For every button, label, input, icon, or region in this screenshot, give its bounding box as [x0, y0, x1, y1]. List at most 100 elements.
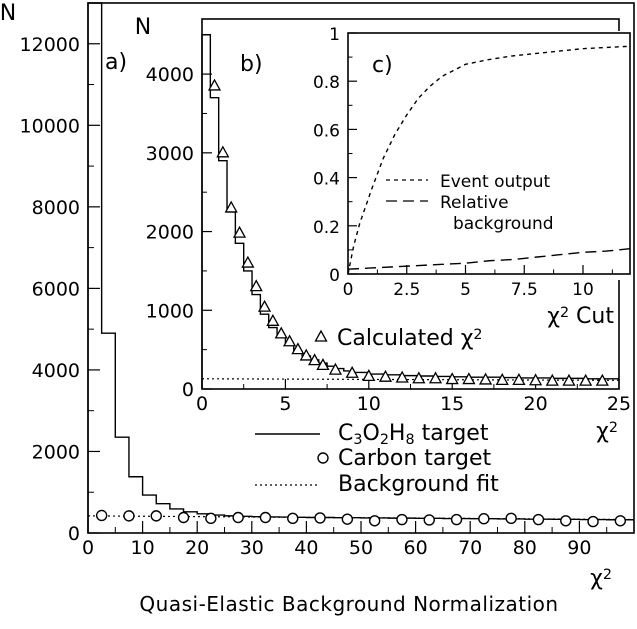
- panel-c-y-tick-label: 0.4: [313, 170, 340, 190]
- panel-b-x-tick-label: 5: [279, 393, 291, 415]
- panel-b-x-tick-label: 0: [196, 393, 208, 415]
- panel-c-y-tick-label: 1: [329, 25, 340, 45]
- panel-a-x-tick-label: 10: [131, 537, 155, 559]
- panel-b-calculated-point: [307, 353, 322, 366]
- panel-b-calculated-point: [257, 299, 272, 312]
- panel-a-carbon-point: [478, 513, 490, 525]
- legend-label: Background fit: [338, 472, 499, 497]
- panel-a-y-tick-label: 10000: [20, 115, 80, 137]
- panel-b-calculated-point: [282, 334, 297, 347]
- panel-a-y-tick-label: 4000: [32, 360, 80, 382]
- panel-c-x-tick-label: 5: [460, 280, 471, 300]
- panel-a-x-tick-label: 90: [567, 537, 591, 559]
- panel-a-carbon-point: [614, 515, 627, 527]
- legend-label-line-2: background: [453, 214, 554, 234]
- panel-a-carbon-point: [341, 513, 354, 525]
- panel-a-y-axis-label: N: [0, 1, 16, 26]
- panel-a-carbon-point: [314, 512, 326, 524]
- panel-b-calculated-point: [512, 372, 526, 385]
- panel-b-x-tick-label: 20: [524, 393, 548, 415]
- panel-a-carbon-point: [560, 515, 572, 527]
- panel-a-y-tick-label: 12000: [20, 34, 80, 56]
- panel-b-x-tick-label: 10: [357, 393, 381, 415]
- panel-c-x-tick-label: 2.5: [393, 280, 420, 300]
- legend-triangle-swatch: [314, 329, 328, 342]
- panel-a-carbon-point: [505, 512, 517, 525]
- panel-a-x-tick-label: 30: [240, 537, 264, 559]
- panel-b-x-axis-label: χ2: [596, 419, 618, 444]
- legend-label: Carbon target: [338, 446, 492, 471]
- figure-caption: Quasi-Elastic Background Normalization: [139, 592, 558, 616]
- legend-label: Event output: [440, 172, 551, 192]
- panel-b-calculated-point: [545, 373, 559, 386]
- panel-b-calculated-point: [495, 372, 509, 385]
- panel-a-carbon-point: [587, 515, 599, 528]
- panel-a-y-tick-label: 0: [68, 523, 80, 545]
- panel-b-calculated-point: [224, 200, 238, 213]
- panel-b-calculated-point: [241, 255, 255, 268]
- panel-a-y-tick-label: 6000: [32, 278, 80, 300]
- panel-b-calculated-point: [478, 372, 493, 385]
- panel-b-x-tick-label: 15: [440, 393, 464, 415]
- panel-a-carbon-point: [532, 513, 545, 526]
- panel-c-event-output-line: [347, 45, 631, 275]
- panel-a-x-tick-label: 60: [404, 537, 428, 559]
- panel-c-y-tick-label: 0.2: [313, 218, 340, 238]
- legend-label: Calculated χ2: [337, 326, 483, 351]
- panel-b-calculated-point: [395, 370, 409, 383]
- panel-a-carbon-point: [368, 515, 381, 527]
- legend-label-line-1: Relative: [440, 193, 509, 213]
- legend-circle-swatch: [317, 452, 329, 464]
- panel-b-y-tick-label: 4000: [146, 64, 194, 86]
- panel-b-calculated-point: [232, 225, 247, 238]
- panel-a-y-tick-label: 8000: [32, 197, 80, 219]
- panel-b-calculated-point: [216, 145, 230, 158]
- panel-b-calculated-point: [291, 342, 305, 355]
- panel-c-x-tick-label: 0: [343, 280, 354, 300]
- panel-b-x-tick-label: 25: [607, 393, 631, 415]
- panel-a-x-tick-label: 70: [458, 537, 482, 559]
- panel-c: 0 2.5 5 7.5 10 0 0.2 0.4 0.6 0.8 1 χ2 Cut c) Event ou…: [313, 25, 632, 329]
- panel-b-calculated-point: [266, 313, 280, 326]
- panel-a-carbon-point: [205, 512, 217, 525]
- panel-a-x-axis-label: χ2: [590, 566, 612, 591]
- panel-a-y-tick-label: 2000: [32, 441, 80, 463]
- panel-b-calculated-point: [445, 372, 459, 385]
- panel-b-calculated-point: [412, 371, 426, 384]
- panel-a-tag: a): [105, 50, 127, 75]
- panel-b-calculated-point: [328, 362, 343, 375]
- panel-b-calculated-point: [378, 369, 393, 382]
- panel-c-tag: c): [372, 53, 393, 78]
- panel-b-calculated-point: [579, 373, 593, 386]
- panel-c-x-axis-label: χ2 Cut: [547, 304, 614, 329]
- panel-b-y-axis-label: N: [135, 15, 151, 40]
- panel-c-y-tick-label: 0.6: [313, 121, 340, 141]
- panel-b-calculated-point: [274, 326, 288, 339]
- panel-a-carbon-point: [150, 510, 162, 522]
- panel-a-x-tick-label: 50: [349, 537, 373, 559]
- panel-b-calculated-point: [529, 373, 543, 386]
- panel-c-background: [346, 31, 632, 280]
- panel-b-calculated-point: [562, 373, 576, 386]
- legend-label: C3O2H8 target: [338, 421, 489, 448]
- panel-b-tag: b): [240, 52, 263, 77]
- panel-c-y-tick-label: 0: [329, 266, 340, 286]
- panel-c-relative-background-line: [347, 247, 631, 270]
- panel-a-carbon-point: [259, 511, 272, 524]
- panel-c-x-tick-label: 10: [572, 280, 594, 300]
- panel-b-y-tick-label: 0: [182, 379, 194, 401]
- panel-b-calculated-point: [345, 365, 359, 378]
- panel-a-carbon-point: [232, 511, 244, 524]
- panel-a-carbon-point: [423, 514, 435, 526]
- panel-c-x-tick-label: 7.5: [511, 280, 538, 300]
- panel-b-y-tick-label: 3000: [146, 143, 194, 165]
- panel-a-x-tick-label: 80: [513, 537, 537, 559]
- panel-b-calculated-point: [595, 373, 609, 386]
- panel-a-carbon-point: [396, 513, 408, 526]
- panel-b-calculated-point: [249, 279, 263, 292]
- panel-b-calculated-point: [316, 358, 330, 371]
- panel-a-carbon-point: [95, 509, 108, 522]
- panel-b-calculated-point: [428, 371, 443, 384]
- panel-c-y-tick-label: 0.8: [313, 73, 340, 93]
